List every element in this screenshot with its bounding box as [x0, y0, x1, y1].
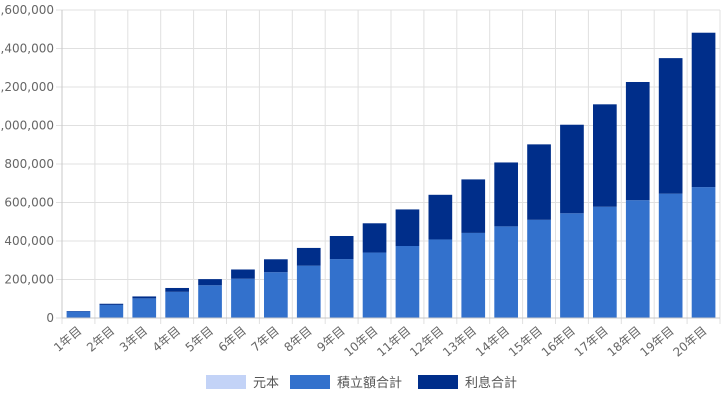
- bar-segment-1-4[interactable]: [198, 285, 222, 318]
- bar-segment-1-3[interactable]: [165, 292, 189, 318]
- bar-segment-2-3[interactable]: [165, 288, 189, 292]
- bar-segment-1-7[interactable]: [297, 266, 321, 318]
- bar-segment-2-18[interactable]: [659, 58, 683, 194]
- x-tick-label: 14年目: [473, 324, 512, 360]
- bar-segment-2-13[interactable]: [494, 162, 518, 226]
- legend-swatch: [290, 375, 330, 389]
- legend-swatch: [206, 375, 246, 389]
- x-tick-label: 6年目: [216, 324, 249, 355]
- x-tick-label: 19年目: [637, 324, 676, 360]
- legend-swatch: [418, 375, 458, 389]
- bar-segment-1-14[interactable]: [527, 220, 551, 318]
- bar-segment-2-16[interactable]: [593, 104, 617, 206]
- bar-segment-1-11[interactable]: [429, 239, 453, 318]
- bar-segment-1-19[interactable]: [692, 187, 716, 318]
- x-tick-label: 15年目: [506, 324, 545, 360]
- bar-segment-1-6[interactable]: [264, 272, 288, 318]
- bar-segment-2-15[interactable]: [560, 125, 584, 214]
- x-tick-label: 13年目: [440, 324, 479, 360]
- bar-segment-2-9[interactable]: [363, 223, 387, 252]
- bar-segment-2-8[interactable]: [330, 236, 354, 259]
- bar-segment-2-2[interactable]: [132, 296, 156, 298]
- bar-segment-2-19[interactable]: [692, 33, 716, 187]
- bar-segment-1-8[interactable]: [330, 259, 354, 318]
- gridlines: [56, 10, 720, 324]
- bar-segment-2-7[interactable]: [297, 248, 321, 266]
- x-tick-label: 18年目: [605, 324, 644, 360]
- legend-item-0[interactable]: 元本: [206, 375, 279, 391]
- bar-segment-2-11[interactable]: [429, 195, 453, 240]
- y-tick-label: 400,000: [4, 234, 54, 248]
- bar-segment-2-12[interactable]: [461, 179, 485, 233]
- y-tick-label: 800,000: [4, 157, 54, 171]
- legend-label: 利息合計: [465, 375, 517, 391]
- bar-segment-1-13[interactable]: [494, 226, 518, 318]
- legend-item-1[interactable]: 積立額合計: [290, 375, 402, 391]
- y-tick-label: 1,400,000: [0, 42, 54, 56]
- legend[interactable]: 元本 積立額合計 利息合計: [206, 375, 517, 391]
- y-tick-label: 1,200,000: [0, 80, 54, 94]
- y-tick-label: 200,000: [4, 273, 54, 287]
- legend-label: 積立額合計: [337, 375, 402, 391]
- y-tick-label: 1,000,000: [0, 119, 54, 133]
- y-tick-label: 0: [46, 311, 54, 325]
- x-tick-label: 4年目: [150, 324, 183, 355]
- x-tick-label: 2年目: [84, 324, 117, 355]
- x-tick-label: 8年目: [281, 324, 314, 355]
- bar-segment-1-1[interactable]: [100, 305, 124, 318]
- bar-segment-1-18[interactable]: [659, 194, 683, 318]
- bar-segment-1-10[interactable]: [396, 246, 420, 318]
- y-tick-label: 1,600,000: [0, 3, 54, 17]
- x-tick-label: 7年目: [249, 324, 282, 355]
- bar-segment-1-0[interactable]: [67, 311, 91, 318]
- x-tick-label: 17年目: [572, 324, 611, 360]
- x-tick-label: 11年目: [374, 324, 413, 360]
- bar-segment-2-5[interactable]: [231, 269, 255, 278]
- bar-segment-1-15[interactable]: [560, 213, 584, 318]
- x-tick-label: 3年目: [117, 324, 150, 355]
- bar-segment-1-16[interactable]: [593, 207, 617, 318]
- bar-segment-2-10[interactable]: [396, 209, 420, 246]
- legend-label: 元本: [253, 376, 279, 391]
- x-tick-label: 5年目: [183, 324, 216, 355]
- bar-segment-1-5[interactable]: [231, 279, 255, 318]
- legend-item-2[interactable]: 利息合計: [418, 375, 517, 391]
- y-tick-label: 600,000: [4, 196, 54, 210]
- x-tick-label: 16年目: [539, 324, 578, 360]
- bar-segment-2-6[interactable]: [264, 259, 288, 272]
- bar-segment-2-4[interactable]: [198, 279, 222, 285]
- bar-segment-2-17[interactable]: [626, 82, 650, 200]
- x-tick-label: 1年目: [51, 324, 84, 355]
- x-tick-label: 20年目: [670, 324, 709, 360]
- bar-segment-1-9[interactable]: [363, 253, 387, 318]
- bar-segment-2-14[interactable]: [527, 144, 551, 219]
- bar-segment-2-1[interactable]: [100, 304, 124, 305]
- x-tick-label: 12年目: [407, 324, 446, 360]
- bar-segment-1-2[interactable]: [132, 298, 156, 318]
- bar-segment-1-12[interactable]: [461, 233, 485, 318]
- bar-segment-1-17[interactable]: [626, 200, 650, 318]
- x-tick-label: 10年目: [341, 324, 380, 360]
